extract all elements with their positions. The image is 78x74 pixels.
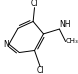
- Text: Cl: Cl: [36, 66, 44, 74]
- Text: CH₃: CH₃: [66, 38, 78, 44]
- Text: Cl: Cl: [31, 0, 38, 8]
- Text: NH: NH: [59, 20, 71, 29]
- Text: N: N: [3, 40, 9, 49]
